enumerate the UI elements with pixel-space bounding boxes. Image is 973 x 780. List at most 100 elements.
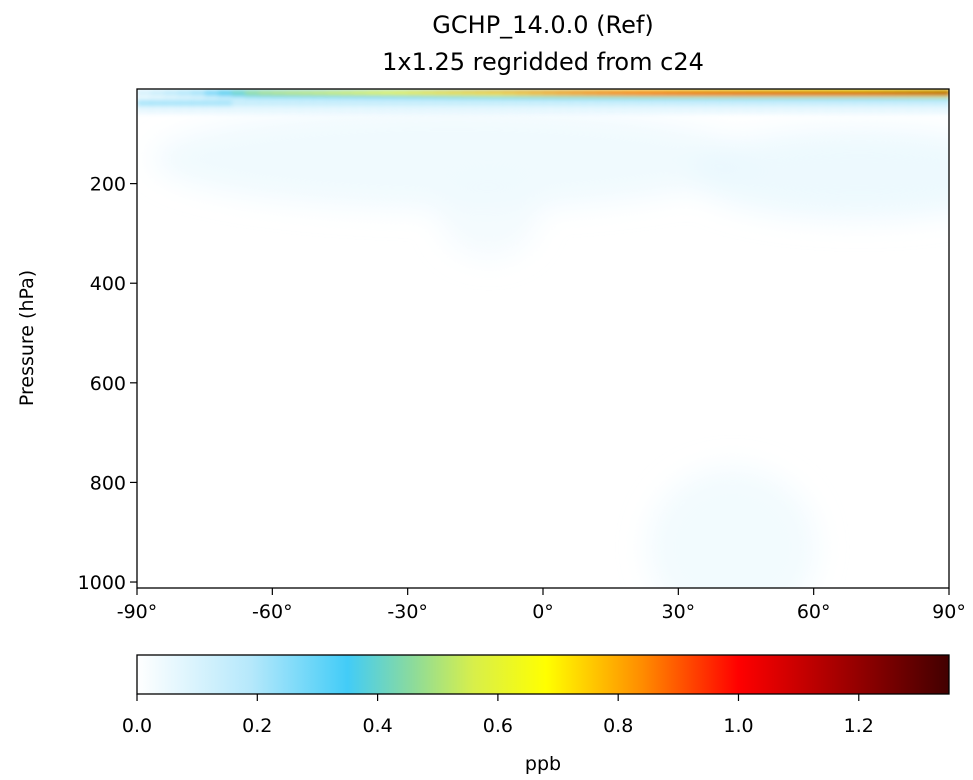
heat-cell [272, 95, 287, 98]
heat-cell [813, 106, 828, 114]
heat-cell [935, 95, 949, 98]
heat-cell [881, 106, 896, 114]
heat-cell [759, 90, 774, 94]
heat-cell [258, 95, 274, 98]
heat-cell [664, 89, 680, 92]
heat-cell [407, 89, 422, 92]
heat-cell [164, 97, 179, 100]
heat-cell [353, 106, 368, 114]
heat-cell [177, 90, 192, 94]
heat-cell [800, 95, 815, 98]
heat-cell [367, 90, 382, 94]
heat-cell [488, 90, 504, 94]
heat-cell [759, 95, 774, 98]
heat-cell [718, 89, 734, 92]
heat-cell [786, 106, 801, 114]
heat-cell [272, 93, 287, 96]
heat-cell [421, 106, 436, 114]
heat-cell [637, 95, 653, 98]
heat-cell [583, 95, 598, 98]
heat-cell [191, 93, 206, 96]
heat-cell [407, 99, 422, 107]
y-tick-label: 600 [90, 373, 126, 395]
heat-cell [502, 89, 517, 92]
heat-cell [597, 90, 612, 94]
heat-cell [312, 106, 328, 114]
heat-cell [664, 95, 680, 98]
heat-cell [326, 97, 341, 100]
heat-cell [475, 89, 490, 92]
heat-cell [258, 93, 274, 96]
heat-cell [935, 106, 949, 114]
heat-cell [746, 97, 761, 100]
heat-cell [908, 106, 923, 114]
heat-cell [691, 93, 707, 96]
haze-shape [688, 128, 949, 219]
heat-cell [583, 106, 598, 114]
heat-cell [177, 95, 192, 98]
heat-cell [610, 93, 625, 96]
heat-cell [367, 99, 382, 107]
heat-cell [718, 90, 734, 94]
heat-cell [461, 89, 477, 92]
heat-cell [881, 89, 896, 92]
heat-cell [935, 89, 949, 92]
heat-cell [678, 89, 693, 92]
heat-cell [475, 95, 490, 98]
heat-cell [299, 90, 314, 94]
heat-cell [867, 93, 883, 96]
heat-cell [583, 89, 598, 92]
heat-cell [407, 106, 422, 114]
heat-cell [624, 89, 639, 92]
heat-cell [299, 89, 314, 92]
heat-cell [177, 106, 192, 114]
heat-cell [312, 99, 328, 107]
heat-cell [570, 93, 585, 96]
heat-cell [231, 99, 247, 107]
heat-cell [854, 90, 869, 94]
x-tick-label: -90° [117, 601, 158, 623]
heat-cell [935, 99, 949, 107]
heat-cell [854, 89, 869, 92]
heat-cell [597, 106, 612, 114]
heat-cell [624, 95, 639, 98]
x-tick-label: 90° [932, 601, 966, 623]
heat-cell [556, 106, 571, 114]
heat-cell [515, 99, 531, 107]
heat-cell [421, 93, 436, 96]
heat-cell [245, 90, 260, 94]
heat-cell [488, 95, 504, 98]
x-tick-label: 60° [797, 601, 831, 623]
heat-cell [624, 99, 639, 107]
heat-cell [624, 97, 639, 100]
heat-cell [651, 106, 666, 114]
heat-cell [827, 99, 842, 107]
heat-cell [150, 97, 165, 100]
heat-cell [678, 90, 693, 94]
heat-cell [137, 95, 152, 98]
heat-cell [177, 99, 192, 107]
heat-cell [881, 93, 896, 96]
heat-cell [434, 95, 450, 98]
heat-cell [718, 95, 734, 98]
heat-cell [353, 93, 368, 96]
heat-cell [854, 106, 869, 114]
heat-cell [556, 99, 571, 107]
heat-cell [164, 99, 179, 107]
heat-cell [407, 97, 422, 100]
heat-cell [867, 90, 883, 94]
heat-cell [272, 89, 287, 92]
heat-cell [218, 93, 233, 96]
heat-cell [705, 95, 720, 98]
heat-cell [705, 97, 720, 100]
heat-cell [556, 93, 571, 96]
heat-cell [786, 99, 801, 107]
heat-cell [258, 99, 274, 107]
heat-cell [854, 97, 869, 100]
heat-cell [407, 93, 422, 96]
heat-cell [570, 97, 585, 100]
heat-cell [637, 93, 653, 96]
heat-cell [840, 99, 856, 107]
heat-cell [664, 106, 680, 114]
